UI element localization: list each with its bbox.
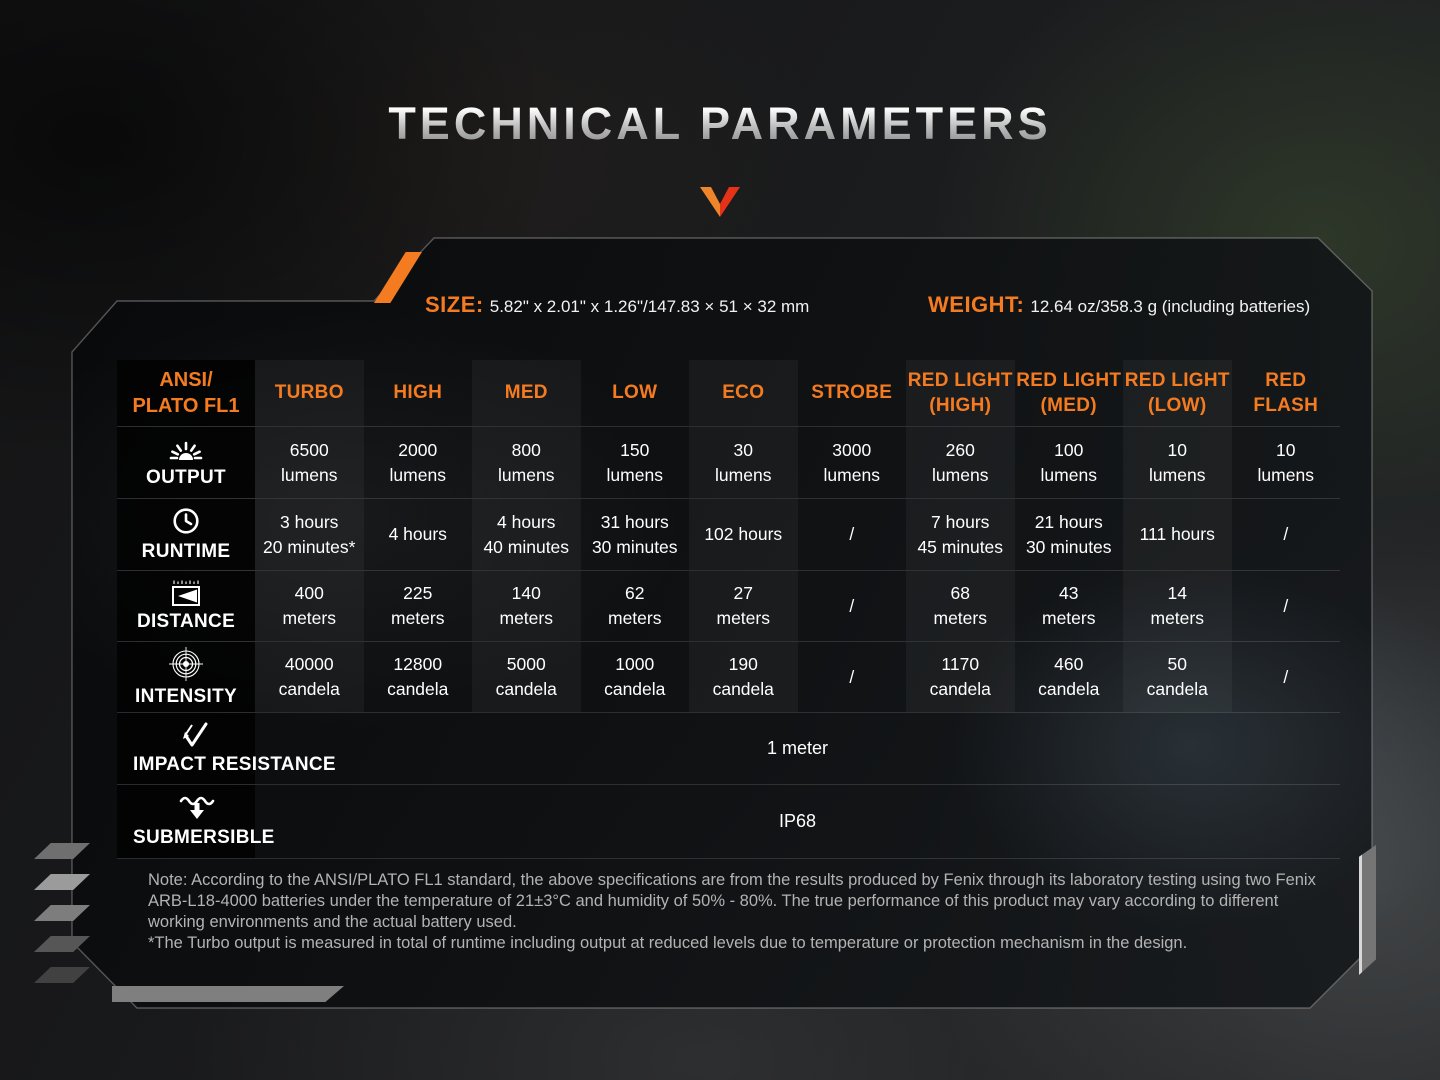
page-title: TECHNICAL PARAMETERS — [0, 98, 1440, 150]
table-row-intensity: INTENSITY 40000 candela 12800 candela 50… — [117, 641, 1340, 712]
stripe-decoration — [34, 874, 90, 890]
row-label-text: OUTPUT — [146, 467, 226, 488]
weight-spec: WEIGHT: 12.64 oz/358.3 g (including batt… — [928, 292, 1310, 318]
value-cell: 10 lumens — [1257, 439, 1314, 485]
col-header-redlight-low: RED LIGHT (LOW) — [1123, 360, 1232, 426]
submersible-value: IP68 — [778, 811, 817, 831]
table-row-submersible: SUBMERSIBLE IP68 — [117, 784, 1340, 859]
value-cell: 68 meters — [906, 571, 1015, 641]
value-cell: 12800 candela — [387, 654, 449, 699]
value-cell: 10 lumens — [1123, 427, 1232, 498]
value-cell: 3000 lumens — [823, 439, 880, 485]
clock-icon — [173, 508, 199, 534]
light-output-icon — [169, 441, 203, 460]
impact-check-icon — [183, 722, 208, 747]
stripe-decoration — [34, 936, 90, 952]
col-header-high: HIGH — [393, 382, 443, 404]
size-label: SIZE: — [425, 292, 484, 317]
table-row-impact-resistance: IMPACT RESISTANCE 1 meter — [117, 712, 1340, 784]
value-cell: 102 hours — [689, 499, 798, 570]
stripe-decoration — [34, 905, 90, 921]
corner-header: ANSI/ PLATO FL1 — [117, 360, 255, 426]
spec-table: ANSI/ PLATO FL1 TURBO HIGH MED LOW ECO S… — [117, 360, 1340, 859]
stripe-decoration — [34, 843, 90, 859]
value-cell: 6500 lumens — [255, 427, 364, 498]
value-cell: 800 lumens — [472, 427, 581, 498]
value-cell: 62 meters — [608, 583, 662, 628]
value-cell: 4 hours 40 minutes — [472, 499, 581, 570]
value-cell: 3 hours 20 minutes* — [255, 499, 364, 570]
row-label-distance: DISTANCE — [117, 571, 255, 641]
value-cell: / — [849, 666, 855, 687]
table-header-row: ANSI/ PLATO FL1 TURBO HIGH MED LOW ECO S… — [117, 360, 1340, 426]
value-cell: 460 candela — [1038, 654, 1100, 699]
size-value: 5.82" x 2.01" x 1.26"/147.83 × 51 × 32 m… — [489, 297, 810, 316]
row-label-text: DISTANCE — [136, 610, 236, 632]
chevron-down-icon — [700, 187, 740, 217]
value-cell: 100 lumens — [1040, 439, 1097, 485]
value-cell: 111 hours — [1123, 499, 1232, 570]
value-cell: 14 meters — [1123, 571, 1232, 641]
value-cell: 190 candela — [689, 642, 798, 712]
value-cell: 50 candela — [1123, 642, 1232, 712]
value-cell: 31 hours 30 minutes — [591, 511, 678, 557]
col-header-strobe: STROBE — [811, 382, 893, 404]
footnote-standard: Note: According to the ANSI/PLATO FL1 st… — [148, 871, 1316, 931]
weight-value: 12.64 oz/358.3 g (including batteries) — [1030, 297, 1311, 316]
table-row-distance: DISTANCE 400 meters 225 meters 140 meter… — [117, 570, 1340, 641]
value-cell: 27 meters — [689, 571, 798, 641]
row-label-intensity: INTENSITY — [117, 642, 255, 712]
size-spec: SIZE: 5.82" x 2.01" x 1.26"/147.83 × 51 … — [425, 292, 809, 318]
value-cell: / — [1283, 524, 1289, 545]
value-cell: / — [1283, 666, 1289, 687]
value-cell: 43 meters — [1042, 583, 1096, 628]
value-cell: 2000 lumens — [389, 439, 446, 485]
row-label-runtime: RUNTIME — [117, 499, 255, 570]
value-cell: / — [1283, 595, 1289, 616]
value-cell: 150 lumens — [606, 439, 663, 485]
right-bar-decoration — [1359, 845, 1376, 975]
value-cell: 1000 candela — [604, 654, 666, 699]
value-cell: 30 lumens — [689, 427, 798, 498]
col-header-redflash: RED FLASH — [1253, 369, 1319, 416]
footnote-turbo: *The Turbo output is measured in total o… — [148, 934, 1188, 952]
row-label-text: RUNTIME — [141, 541, 231, 562]
row-label-text: INTENSITY — [135, 685, 237, 707]
beam-distance-icon — [172, 580, 200, 606]
target-intensity-icon — [169, 646, 203, 681]
row-label-impact-resistance: IMPACT RESISTANCE — [117, 713, 336, 784]
value-cell: / — [849, 595, 855, 616]
stripe-decoration — [34, 967, 90, 983]
col-header-low: LOW — [612, 382, 658, 404]
impact-resistance-value: 1 meter — [766, 738, 829, 758]
col-header-med: MED — [472, 360, 581, 426]
col-header-turbo: TURBO — [255, 360, 364, 426]
value-cell: 40000 candela — [255, 642, 364, 712]
row-label-text: SUBMERSIBLE — [133, 827, 275, 848]
value-cell: 7 hours 45 minutes — [906, 499, 1015, 570]
value-cell: 260 lumens — [906, 427, 1015, 498]
value-cell: 400 meters — [255, 571, 364, 641]
weight-label: WEIGHT: — [928, 292, 1025, 317]
value-cell: 4 hours — [388, 524, 447, 545]
value-cell: 5000 candela — [472, 642, 581, 712]
value-cell: 140 meters — [472, 571, 581, 641]
value-cell: 21 hours 30 minutes — [1025, 511, 1112, 557]
water-submersible-icon — [179, 796, 215, 819]
value-cell: 1170 candela — [906, 642, 1015, 712]
diagonal-stripes-decoration — [34, 843, 90, 998]
row-label-submersible: SUBMERSIBLE — [117, 785, 274, 858]
table-row-runtime: RUNTIME 3 hours 20 minutes* 4 hours 4 ho… — [117, 498, 1340, 570]
value-cell: 225 meters — [391, 583, 445, 628]
row-label-output: OUTPUT — [117, 427, 255, 498]
row-label-text: IMPACT RESISTANCE — [133, 754, 336, 775]
col-header-redlight-med: RED LIGHT (MED) — [1016, 369, 1122, 416]
bottom-bar-decoration — [112, 986, 344, 1002]
col-header-redlight-high: RED LIGHT (HIGH) — [906, 360, 1015, 426]
col-header-eco: ECO — [689, 360, 798, 426]
value-cell: / — [849, 524, 855, 545]
table-row-output: OUTPUT 6500 lumens 2000 lumens 800 lumen… — [117, 426, 1340, 498]
footnotes: Note: According to the ANSI/PLATO FL1 st… — [148, 870, 1338, 954]
